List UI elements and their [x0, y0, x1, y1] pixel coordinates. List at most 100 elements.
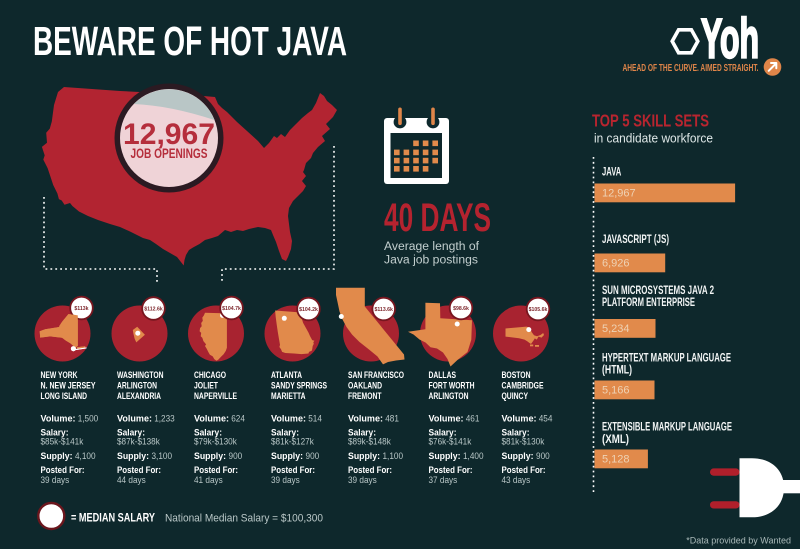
- svg-text:Average length of: Average length of: [384, 241, 480, 253]
- svg-text:Posted For:: Posted For:: [429, 465, 473, 475]
- svg-text:40 DAYS: 40 DAYS: [384, 196, 491, 240]
- svg-text:ALEXANDRIA: ALEXANDRIA: [117, 391, 161, 401]
- svg-text:TOP 5 SKILL SETS: TOP 5 SKILL SETS: [592, 111, 709, 131]
- svg-text:SANDY SPRINGS: SANDY SPRINGS: [271, 381, 327, 391]
- svg-text:1,233: 1,233: [154, 413, 175, 423]
- svg-text:Volume:: Volume:: [117, 413, 152, 423]
- svg-text:37 days: 37 days: [429, 475, 458, 485]
- svg-text:Volume:: Volume:: [271, 413, 306, 423]
- svg-text:QUINCY: QUINCY: [502, 391, 529, 401]
- svg-text:461: 461: [466, 413, 480, 423]
- svg-text:12,967: 12,967: [602, 188, 636, 200]
- svg-text:AHEAD OF THE CURVE. AIMED STRA: AHEAD OF THE CURVE. AIMED STRAIGHT.: [623, 62, 759, 74]
- svg-text:3,100: 3,100: [152, 451, 173, 461]
- svg-text:JOLIET: JOLIET: [194, 381, 218, 391]
- svg-text:ATLANTA: ATLANTA: [271, 370, 302, 380]
- svg-text:Posted For:: Posted For:: [271, 465, 315, 475]
- svg-text:Salary:: Salary:: [348, 428, 376, 438]
- svg-text:5,234: 5,234: [602, 323, 630, 335]
- svg-text:900: 900: [229, 451, 243, 461]
- svg-text:Supply:: Supply:: [41, 451, 73, 461]
- svg-text:NEW YORK: NEW YORK: [41, 370, 78, 380]
- svg-text:41 days: 41 days: [194, 475, 223, 485]
- svg-text:FREMONT: FREMONT: [348, 391, 382, 401]
- svg-text:$113.6k: $113.6k: [374, 307, 393, 313]
- svg-text:Supply:: Supply:: [271, 451, 303, 461]
- svg-text:$113k: $113k: [74, 306, 88, 312]
- svg-text:Posted For:: Posted For:: [502, 465, 546, 475]
- svg-text:Volume:: Volume:: [502, 413, 537, 423]
- svg-text:PLATFORM ENTERPRISE: PLATFORM ENTERPRISE: [602, 295, 695, 309]
- svg-text:481: 481: [385, 413, 399, 423]
- svg-text:39 days: 39 days: [41, 475, 70, 485]
- svg-text:(HTML): (HTML): [602, 363, 632, 377]
- svg-text:FORT WORTH: FORT WORTH: [429, 381, 475, 391]
- svg-text:44 days: 44 days: [117, 475, 146, 485]
- svg-text:Posted For:: Posted For:: [117, 465, 161, 475]
- svg-text:$76k-$141k: $76k-$141k: [429, 437, 472, 447]
- svg-text:$104.7k: $104.7k: [222, 306, 241, 312]
- svg-text:MARIETTA: MARIETTA: [271, 391, 306, 401]
- svg-text:Volume:: Volume:: [429, 413, 464, 423]
- svg-text:514: 514: [308, 413, 322, 423]
- svg-text:LONG ISLAND: LONG ISLAND: [41, 391, 88, 401]
- svg-text:12,967: 12,967: [123, 118, 215, 151]
- svg-text:624: 624: [231, 413, 245, 423]
- svg-text:5,128: 5,128: [602, 454, 630, 466]
- svg-text:OAKLAND: OAKLAND: [348, 381, 382, 391]
- svg-text:NAPERVILLE: NAPERVILLE: [194, 391, 237, 401]
- svg-text:JOB OPENINGS: JOB OPENINGS: [131, 146, 208, 161]
- svg-text:1,400: 1,400: [463, 451, 484, 461]
- svg-text:900: 900: [536, 451, 550, 461]
- svg-text:1,500: 1,500: [78, 413, 99, 423]
- svg-text:BEWARE OF HOT JAVA: BEWARE OF HOT JAVA: [33, 18, 347, 64]
- svg-text:JAVASCRIPT (JS): JAVASCRIPT (JS): [602, 232, 669, 246]
- svg-text:Salary:: Salary:: [502, 428, 530, 438]
- svg-text:*Data provided by Wanted: *Data provided by Wanted: [686, 536, 791, 546]
- svg-text:ARLINGTON: ARLINGTON: [429, 391, 469, 401]
- svg-text:Salary:: Salary:: [194, 428, 222, 438]
- svg-text:in candidate workforce: in candidate workforce: [594, 132, 713, 146]
- svg-text:Salary:: Salary:: [117, 428, 145, 438]
- svg-text:$81k-$130k: $81k-$130k: [502, 437, 545, 447]
- svg-text:HYPERTEXT MARKUP LANGUAGE: HYPERTEXT MARKUP LANGUAGE: [602, 350, 731, 364]
- svg-text:Salary:: Salary:: [41, 428, 69, 438]
- svg-text:National Median Salary = $100,: National Median Salary = $100,300: [165, 512, 323, 524]
- svg-text:$89k-$148k: $89k-$148k: [348, 437, 391, 447]
- svg-text:Posted For:: Posted For:: [194, 465, 238, 475]
- svg-text:JAVA: JAVA: [602, 165, 622, 179]
- svg-text:$105.6k: $105.6k: [529, 307, 548, 313]
- svg-text:1,100: 1,100: [383, 451, 404, 461]
- svg-text:Volume:: Volume:: [194, 413, 229, 423]
- svg-text:$112.6k: $112.6k: [144, 307, 163, 313]
- svg-text:$81k-$127k: $81k-$127k: [271, 437, 314, 447]
- svg-text:CAMBRIDGE: CAMBRIDGE: [502, 381, 544, 391]
- svg-text:CHICAGO: CHICAGO: [194, 370, 226, 380]
- svg-text:BOSTON: BOSTON: [502, 370, 531, 380]
- svg-text:DALLAS: DALLAS: [429, 370, 457, 380]
- svg-text:900: 900: [306, 451, 320, 461]
- svg-text:Supply:: Supply:: [194, 451, 226, 461]
- svg-text:39 days: 39 days: [348, 475, 377, 485]
- svg-text:ARLINGTON: ARLINGTON: [117, 381, 157, 391]
- svg-text:Posted For:: Posted For:: [348, 465, 392, 475]
- svg-text:$79k-$130k: $79k-$130k: [194, 437, 237, 447]
- svg-text:SAN FRANCISCO: SAN FRANCISCO: [348, 370, 404, 380]
- svg-text:Volume:: Volume:: [41, 413, 76, 423]
- svg-text:SUN MICROSYSTEMS JAVA 2: SUN MICROSYSTEMS JAVA 2: [602, 283, 714, 297]
- svg-text:WASHINGTON: WASHINGTON: [117, 370, 164, 380]
- svg-text:$104.2k: $104.2k: [299, 307, 318, 313]
- svg-text:$87k-$138k: $87k-$138k: [117, 437, 160, 447]
- svg-text:4,100: 4,100: [75, 451, 96, 461]
- svg-text:Salary:: Salary:: [429, 428, 457, 438]
- svg-text:Posted For:: Posted For:: [41, 465, 85, 475]
- svg-text:Supply:: Supply:: [429, 451, 461, 461]
- svg-text:$98.6k: $98.6k: [453, 306, 469, 312]
- svg-text:Volume:: Volume:: [348, 413, 383, 423]
- svg-text:5,166: 5,166: [602, 385, 630, 397]
- svg-text:Salary:: Salary:: [271, 428, 299, 438]
- svg-text:Yoh: Yoh: [701, 7, 759, 70]
- svg-text:(XML): (XML): [602, 432, 629, 446]
- svg-text:N. NEW JERSEY: N. NEW JERSEY: [41, 381, 96, 391]
- svg-text:$85k-$141k: $85k-$141k: [41, 437, 84, 447]
